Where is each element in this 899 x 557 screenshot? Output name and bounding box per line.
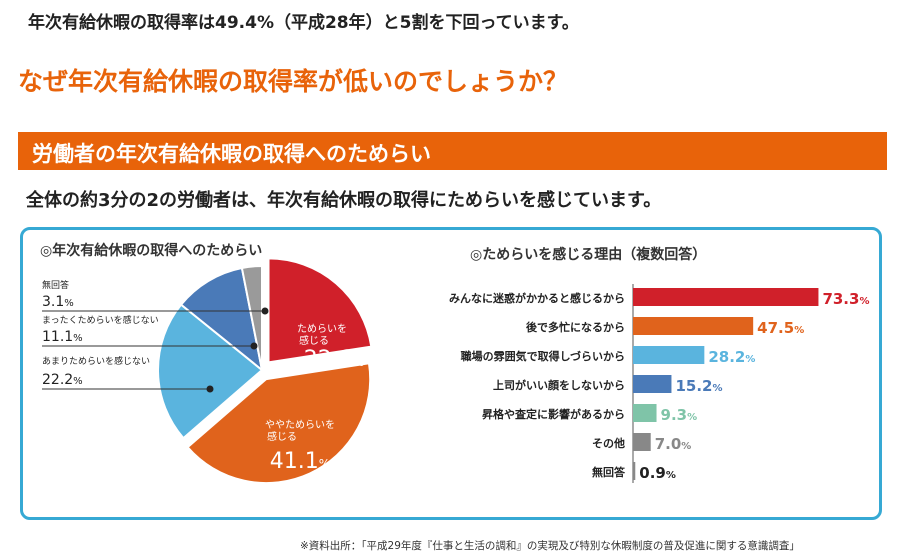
pie-chart-title: ◎年次有給休暇の取得へのためらい (40, 243, 263, 259)
bar-category-label: 昇格や査定に影響があるから (482, 407, 625, 421)
bar (633, 288, 819, 306)
pie-slice (179, 266, 264, 373)
pie-slice-label: 感じる (267, 430, 297, 443)
bar-value-label: 15.2% (675, 377, 722, 395)
pie-slice (157, 303, 264, 440)
pie-callout-dot (250, 342, 258, 350)
bar-value-label: 73.3% (822, 290, 869, 308)
pie-callout-label: あまりためらいを感じない (42, 355, 150, 367)
bar-category-label: 後で多忙になるから (526, 320, 625, 334)
pie-slice (240, 264, 263, 371)
bar-category-label: 上司がいい顔をしないから (493, 378, 625, 392)
bar (633, 346, 705, 364)
bar (633, 404, 657, 422)
headline: 年次有給休暇の取得率は49.4%（平成28年）と5割を下回っています。 (28, 13, 579, 33)
bar-category-label: 無回答 (592, 465, 626, 479)
bar-category-label: みんなに迷惑がかかると感じるから (449, 291, 625, 305)
bar-value-label: 28.2% (708, 348, 755, 366)
bar-value-label: 0.9% (639, 464, 676, 482)
pie-slice-label: ややためらいを (265, 419, 335, 431)
pie-slice (186, 362, 372, 485)
bar-value-label: 9.3% (661, 406, 698, 424)
bar-value-label: 7.0% (655, 435, 692, 453)
bar-category-label: その他 (592, 436, 625, 450)
bar (633, 433, 651, 451)
source-note: ※資料出所：「平成29年度『仕事と生活の調和』の実現及び特別な休暇制度の普及促進… (300, 540, 800, 552)
bar (633, 317, 754, 335)
pie-callout-label: まったくためらいを感じない (42, 314, 159, 326)
question-heading: なぜ年次有給休暇の取得率が低いのでしょうか？ (18, 67, 569, 96)
pie-callout-label: 無回答 (42, 279, 69, 291)
lead-text: 全体の約3分の2の労働者は、年次有給休暇の取得にためらいを感じています。 (26, 190, 662, 211)
bar-chart-title: ◎ためらいを感じる理由（複数回答） (470, 247, 707, 263)
bar-category-label: 職場の雰囲気で取得しづらいから (461, 349, 625, 363)
pie-slice-label: ためらいを (297, 323, 347, 335)
bar (633, 462, 636, 480)
pie-callout-dot (261, 307, 269, 315)
pie-callout-value: 3.1% (42, 294, 74, 310)
pie-callout-value: 22.2% (42, 372, 83, 388)
pie-slice-label: 感じる (299, 334, 329, 347)
pie-slice (267, 257, 373, 364)
pie-callout-dot (206, 385, 214, 393)
section-banner: 労働者の年次有給休暇の取得へのためらい (18, 132, 887, 170)
pie-callout-value: 11.1% (42, 329, 83, 345)
bar-value-label: 47.5% (757, 319, 804, 337)
section-banner-title: 労働者の年次有給休暇の取得へのためらい (32, 142, 431, 166)
bar (633, 375, 672, 393)
